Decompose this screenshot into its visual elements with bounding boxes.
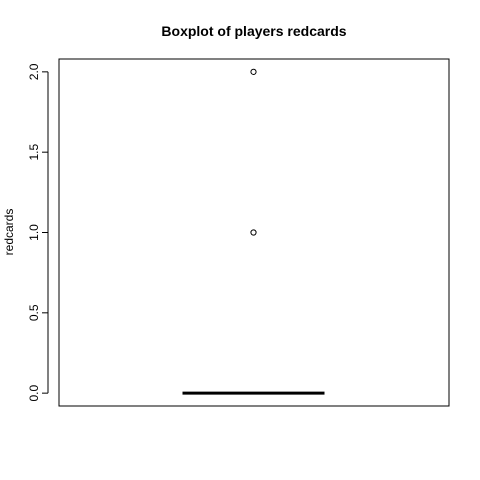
y-axis-label: redcards bbox=[2, 209, 16, 256]
plot-frame bbox=[58, 58, 450, 407]
y-tick-label: 1.0 bbox=[27, 224, 41, 241]
y-tick-label: 1.5 bbox=[27, 144, 41, 161]
y-tick-label: 0.0 bbox=[27, 384, 41, 401]
outlier-point bbox=[250, 68, 257, 75]
y-axis: 0.0 0.5 1.0 1.5 2.0 bbox=[27, 63, 49, 401]
chart-title: Boxplot of players redcards bbox=[161, 23, 346, 39]
y-tick-label: 0.5 bbox=[27, 304, 41, 321]
outlier-point bbox=[250, 229, 257, 236]
outlier-group bbox=[250, 68, 257, 236]
y-tick-label: 2.0 bbox=[27, 63, 41, 80]
